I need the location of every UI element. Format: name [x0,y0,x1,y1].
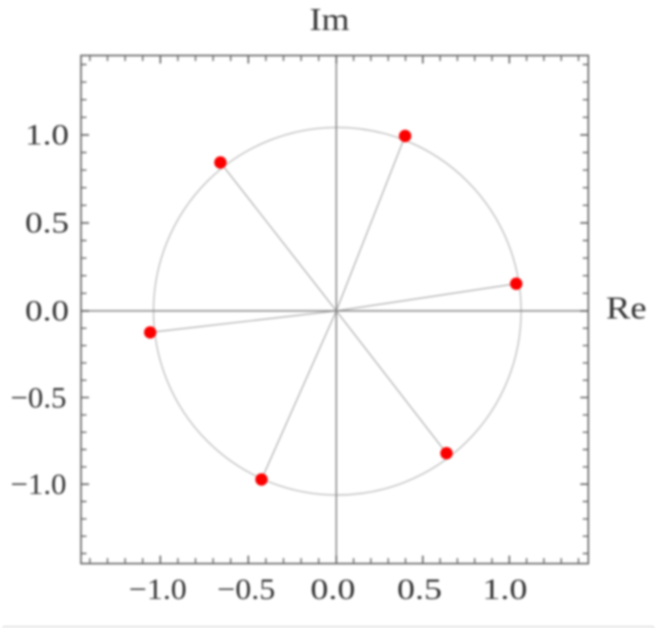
svg-text:0.0: 0.0 [25,295,69,328]
svg-text:−1.0: −1.0 [11,468,67,501]
svg-text:0.5: 0.5 [397,573,442,606]
svg-text:−0.5: −0.5 [11,381,67,414]
svg-text:1.0: 1.0 [25,119,69,152]
svg-text:Re: Re [606,290,647,326]
svg-text:0.0: 0.0 [310,573,355,606]
svg-text:Im: Im [310,1,350,37]
svg-text:−0.5: −0.5 [217,573,275,606]
svg-text:0.5: 0.5 [25,207,69,240]
svg-text:1.0: 1.0 [482,573,527,606]
svg-text:−1.0: −1.0 [129,573,187,606]
